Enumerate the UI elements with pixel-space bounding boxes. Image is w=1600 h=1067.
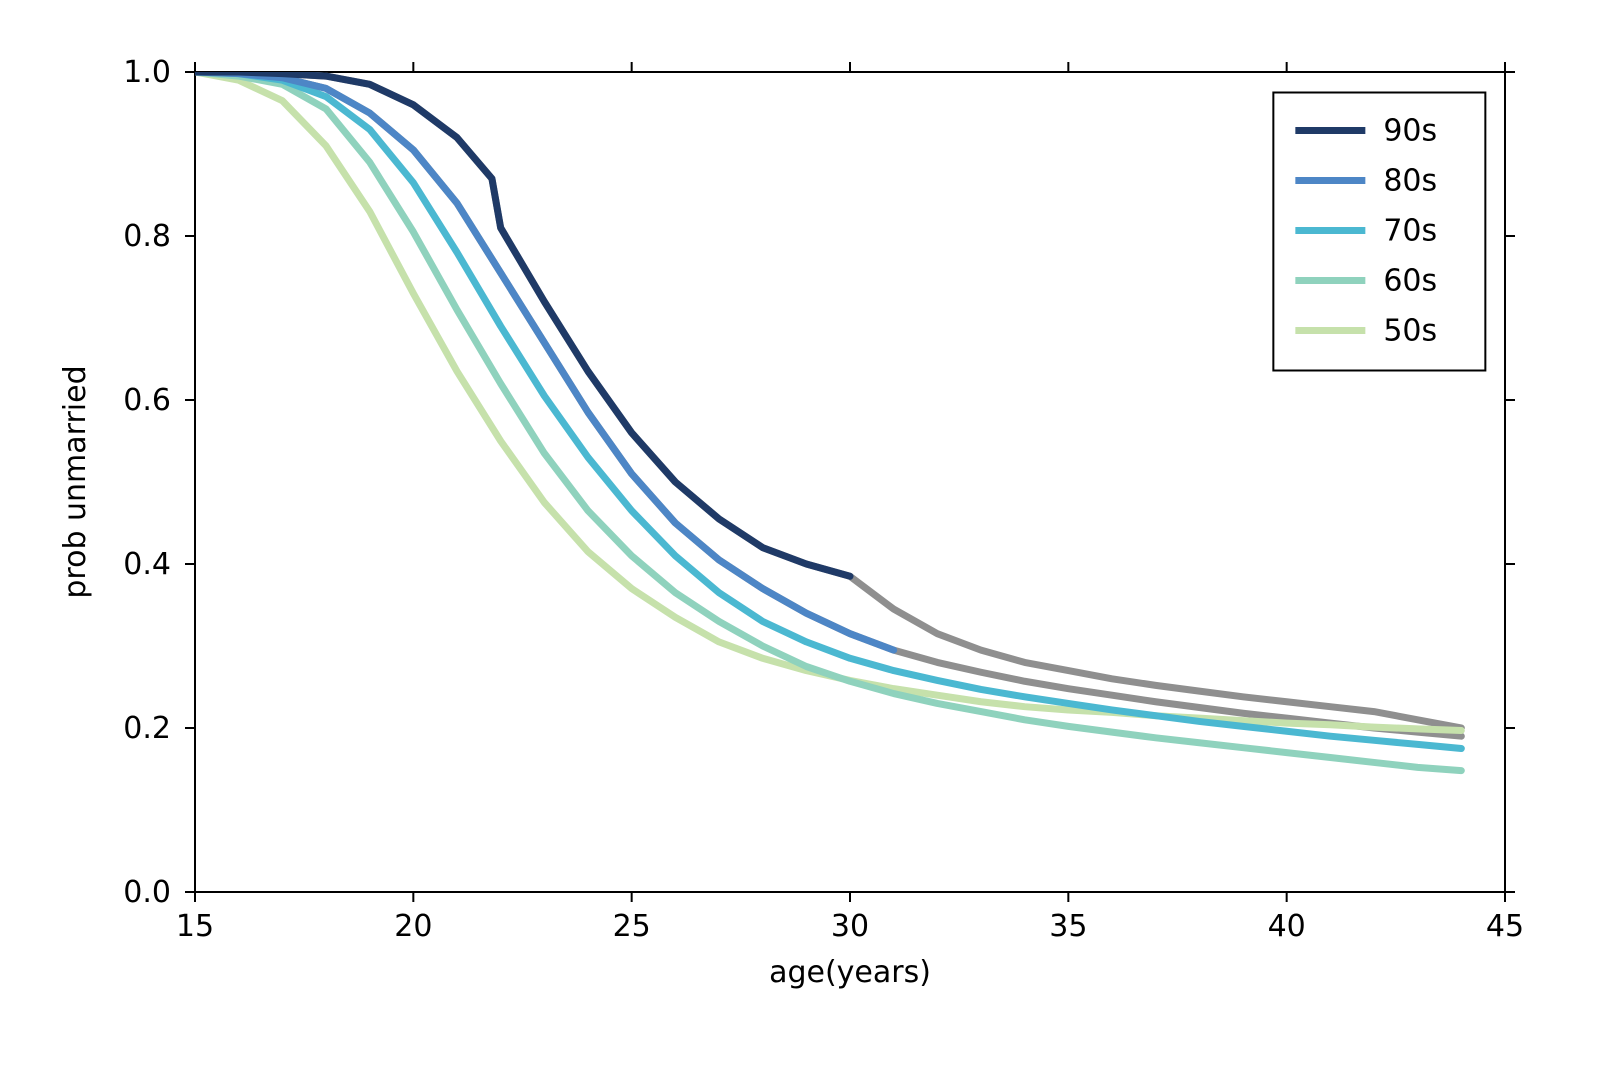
- legend-label-90s: 90s: [1383, 114, 1437, 149]
- legend-label-50s: 50s: [1383, 314, 1437, 349]
- survival-chart: 15 20 25 30 35 40 45 0.0 0.2 0.4 0.6 0.8 1.0 age(year…: [0, 0, 1600, 1067]
- y-tick-label: 0.2: [123, 711, 171, 746]
- y-axis-label: prob unmarried: [58, 365, 93, 598]
- y-tick-label: 0.6: [123, 383, 171, 418]
- x-tick-label: 30: [831, 909, 869, 944]
- x-tick-label: 35: [1049, 909, 1087, 944]
- y-tick-label: 1.0: [123, 55, 171, 90]
- x-tick-label: 25: [613, 909, 651, 944]
- x-tick-label: 15: [176, 909, 214, 944]
- y-tick-label: 0.0: [123, 875, 171, 910]
- legend-label-70s: 70s: [1383, 214, 1437, 249]
- x-tick-label: 45: [1486, 909, 1524, 944]
- x-axis-label: age(years): [769, 955, 931, 990]
- x-tick-label: 20: [394, 909, 432, 944]
- y-tick-label: 0.8: [123, 219, 171, 254]
- legend-label-80s: 80s: [1383, 164, 1437, 199]
- chart-stage: { "chart": { "type": "line", "width": 16…: [0, 0, 1600, 1067]
- y-tick-label: 0.4: [123, 547, 171, 582]
- legend: 90s 80s 70s 60s 50s: [1273, 93, 1485, 371]
- x-tick-label: 40: [1268, 909, 1306, 944]
- legend-label-60s: 60s: [1383, 264, 1437, 299]
